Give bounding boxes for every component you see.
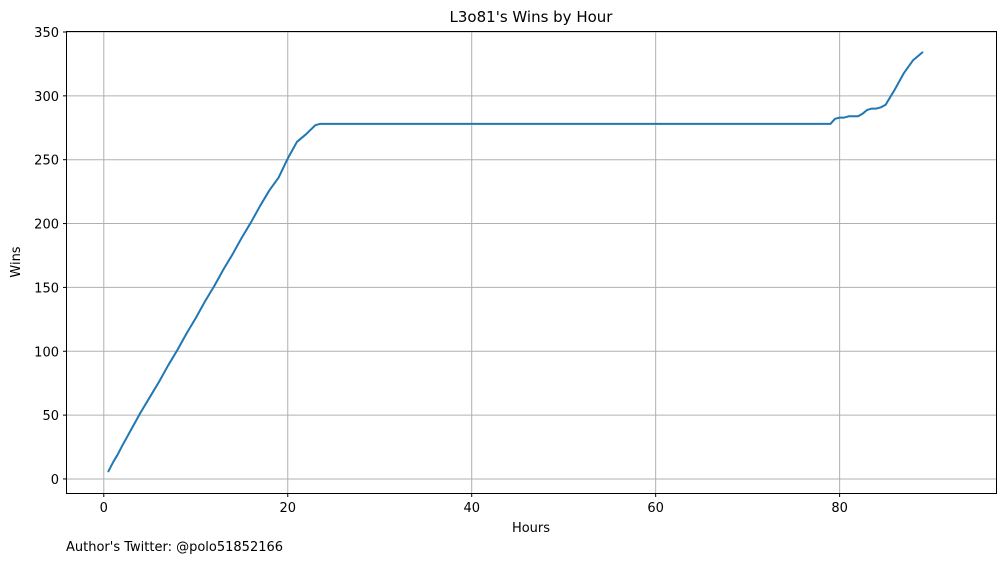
y-tick-label: 50 bbox=[42, 409, 59, 424]
x-tick-label: 0 bbox=[100, 501, 108, 516]
x-tick-label: 20 bbox=[279, 501, 296, 516]
y-tick-label: 100 bbox=[34, 345, 59, 360]
wins-series-line bbox=[107, 51, 924, 473]
y-tick-label: 200 bbox=[34, 218, 59, 233]
y-tick-label: 0 bbox=[51, 473, 59, 488]
y-tick-label: 150 bbox=[34, 281, 59, 296]
grid-lines bbox=[67, 31, 996, 493]
x-tick-label: 60 bbox=[647, 501, 664, 516]
y-axis-label: Wins bbox=[9, 246, 24, 277]
y-tick-label: 250 bbox=[34, 154, 59, 169]
x-tick-label: 80 bbox=[831, 501, 848, 516]
chart-title: L3o81's Wins by Hour bbox=[450, 8, 614, 26]
y-tick-label: 300 bbox=[34, 90, 59, 105]
series-layer bbox=[107, 51, 924, 473]
x-axis-label: Hours bbox=[512, 521, 550, 536]
y-tick-label: 350 bbox=[34, 26, 59, 41]
plot-frame bbox=[66, 31, 997, 494]
x-tick-label: 40 bbox=[463, 501, 480, 516]
author-footnote: Author's Twitter: @polo51852166 bbox=[66, 540, 283, 555]
axis-ticks: 0 20 40 60 80 0 50 100 150 200 250 300 350 bbox=[34, 26, 848, 516]
